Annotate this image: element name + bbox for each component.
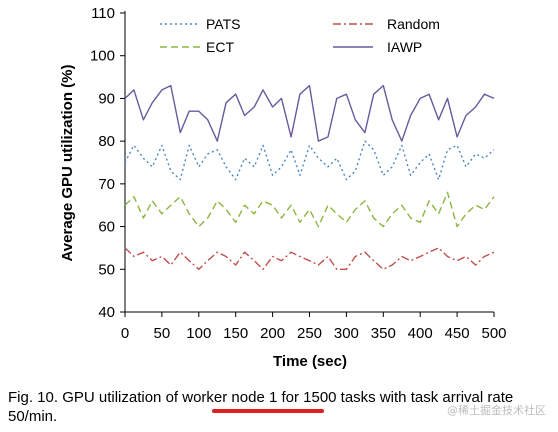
x-axis-label: Time (sec): [273, 353, 347, 370]
watermark: @稀土掘金技术社区: [447, 404, 546, 417]
gpu-utilization-chart: 40 50 60 70 80 90 100 110 0 50 100 150 200 250 300 350 4…: [59, 5, 507, 370]
series-line-random: [124, 247, 495, 270]
legend-label-ect: ECT: [206, 39, 234, 55]
chart-axes: 40 50 60 70 80 90 100 110 0 50 100 150 200 250 300 350 4…: [90, 5, 507, 342]
legend-label-random: Random: [387, 16, 440, 32]
y-tick-label: 40: [98, 304, 115, 321]
x-tick-label: 350: [371, 325, 396, 342]
caption-highlight-underline: [212, 409, 324, 413]
series-line-iawp: [124, 84, 495, 142]
series-line-ect: [124, 191, 495, 228]
figure-caption: Fig. 10. GPU utilization of worker node …: [8, 389, 514, 425]
series-line-pats: [124, 140, 495, 181]
chart-legend: PATS Random ECT IAWP: [160, 16, 440, 55]
y-tick-label: 80: [98, 133, 115, 150]
x-tick-label: 400: [408, 325, 433, 342]
legend-label-pats: PATS: [206, 16, 241, 32]
x-tick-label: 0: [121, 325, 129, 342]
x-tick-label: 300: [334, 325, 359, 342]
x-tick-label: 100: [186, 325, 211, 342]
y-tick-label: 50: [98, 261, 115, 278]
chart-series: [124, 84, 495, 270]
legend-label-iawp: IAWP: [387, 39, 422, 55]
x-tick-label: 500: [481, 325, 506, 342]
y-tick-label: 90: [98, 90, 115, 107]
y-tick-label: 60: [98, 219, 115, 236]
x-tick-label: 150: [223, 325, 248, 342]
x-tick-label: 200: [260, 325, 285, 342]
x-tick-label: 250: [297, 325, 322, 342]
y-axis-label: Average GPU utilization (%): [59, 65, 76, 262]
y-tick-label: 100: [90, 48, 115, 65]
x-tick-label: 50: [154, 325, 171, 342]
x-tick-label: 450: [445, 325, 470, 342]
y-tick-label: 70: [98, 176, 115, 193]
y-tick-label: 110: [91, 5, 115, 22]
